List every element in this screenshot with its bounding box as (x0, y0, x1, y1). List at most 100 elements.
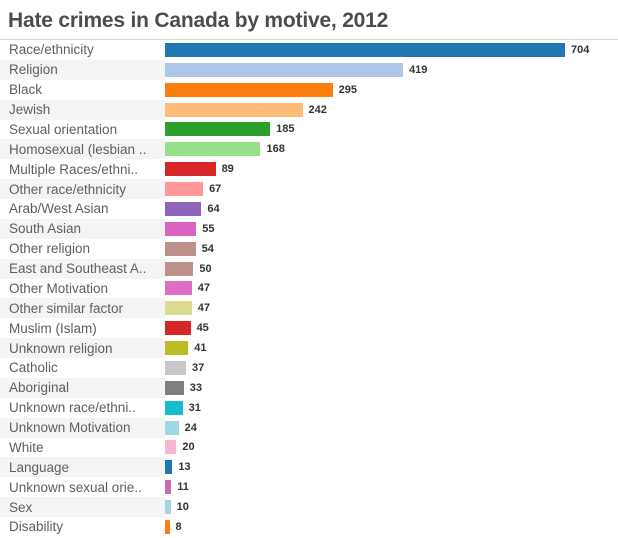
value-label: 704 (571, 43, 590, 56)
chart-rows: Race/ethnicity 704 Religion 419 Black 295 Jewi… (0, 39, 618, 537)
category-label: Other race/ethnicity (0, 179, 165, 199)
value-label: 24 (184, 421, 197, 434)
bar[interactable] (165, 341, 189, 356)
bar[interactable] (165, 42, 565, 57)
bar[interactable] (165, 162, 216, 177)
bar[interactable] (165, 460, 173, 475)
value-label: 8 (175, 520, 182, 533)
value-label: 67 (209, 183, 222, 196)
value-label: 31 (188, 401, 201, 414)
value-label: 64 (207, 202, 220, 215)
chart-row: Multiple Races/ethni.. 89 (0, 159, 618, 179)
chart-row: Other race/ethnicity 67 (0, 179, 618, 199)
chart-row: East and Southeast A.. 50 (0, 258, 618, 279)
bar[interactable] (165, 480, 172, 495)
chart-row: Sex 10 (0, 497, 618, 517)
chart-title: Hate crimes in Canada by motive, 2012 (8, 9, 389, 32)
value-label: 295 (338, 83, 357, 96)
bar[interactable] (165, 261, 194, 276)
bar-area: 55 (165, 219, 618, 239)
category-label: Multiple Races/ethni.. (9, 161, 139, 177)
bar[interactable] (165, 420, 179, 435)
chart-row: Race/ethnicity 704 (0, 40, 618, 60)
bar[interactable] (165, 301, 192, 316)
chart-row: Unknown sexual orie.. 11 (0, 477, 618, 497)
chart-row: Jewish 242 (0, 99, 618, 120)
value-label: 54 (201, 242, 214, 255)
value-label: 419 (409, 63, 428, 76)
bar[interactable] (165, 201, 202, 216)
bar[interactable] (165, 380, 184, 395)
bar[interactable] (165, 519, 170, 534)
category-label: Jewish (0, 99, 165, 120)
category-label: Other similar factor (0, 298, 165, 319)
category-label: Other Motivation (9, 280, 109, 296)
category-label: Unknown race/ethni.. (9, 400, 136, 416)
bar-area: 10 (165, 497, 618, 517)
value-label: 45 (196, 322, 209, 335)
bar[interactable] (165, 182, 204, 197)
bar[interactable] (165, 122, 271, 137)
value-label: 55 (202, 222, 215, 235)
category-label: Sexual orientation (9, 121, 118, 137)
value-label: 13 (178, 461, 191, 474)
category-label: Arab/West Asian (9, 201, 109, 217)
bar[interactable] (165, 400, 183, 415)
category-label: East and Southeast A.. (0, 258, 165, 279)
bar[interactable] (165, 241, 196, 256)
value-label: 89 (221, 163, 234, 176)
bar-area: 419 (165, 60, 618, 80)
bar-area: 37 (165, 358, 618, 378)
bar-area: 704 (165, 40, 618, 60)
value-label: 33 (189, 381, 202, 394)
bar-area: 41 (165, 338, 618, 358)
chart-row: White 20 (0, 438, 618, 458)
category-label: Black (9, 82, 43, 98)
bar[interactable] (165, 321, 191, 336)
chart-row: Other religion 54 (0, 239, 618, 259)
bar[interactable] (165, 221, 197, 236)
value-label: 47 (197, 302, 210, 315)
chart-row: Religion 419 (0, 59, 618, 80)
chart-row: Catholic 37 (0, 358, 618, 378)
value-label: 20 (182, 441, 195, 454)
value-label: 47 (197, 282, 210, 295)
chart-row: Muslim (Islam) 45 (0, 318, 618, 338)
chart-row: Homosexual (lesbian .. 168 (0, 139, 618, 160)
bar[interactable] (165, 360, 187, 375)
category-label: Disability (9, 519, 64, 535)
value-label: 37 (192, 361, 205, 374)
value-label: 168 (266, 143, 285, 156)
bar[interactable] (165, 82, 333, 97)
category-label: Religion (0, 59, 165, 80)
bar-area: 242 (165, 100, 618, 120)
bar[interactable] (165, 440, 177, 455)
bar[interactable] (165, 62, 404, 77)
value-label: 11 (177, 481, 189, 494)
value-label: 50 (199, 262, 212, 275)
value-label: 41 (194, 342, 207, 355)
chart-row: Other similar factor 47 (0, 298, 618, 319)
bar[interactable] (165, 142, 261, 157)
chart-row: Other Motivation 47 (0, 279, 618, 299)
bar-area: 168 (165, 139, 618, 159)
chart-row: Sexual orientation 185 (0, 120, 618, 140)
bar-area: 47 (165, 298, 618, 318)
category-label: Race/ethnicity (9, 42, 94, 58)
bar[interactable] (165, 102, 303, 117)
category-label: Other religion (9, 241, 91, 257)
bar-area: 47 (165, 279, 618, 299)
chart-row: Unknown race/ethni.. 31 (0, 398, 618, 418)
value-label: 185 (276, 123, 295, 136)
bar-area: 89 (165, 159, 618, 179)
bar[interactable] (165, 281, 192, 296)
bar-area: 8 (165, 517, 618, 537)
bar[interactable] (165, 500, 171, 515)
chart-row: Black 295 (0, 80, 618, 100)
bar-area: 11 (165, 477, 618, 497)
value-label: 242 (308, 103, 327, 116)
chart-row: Arab/West Asian 64 (0, 199, 618, 219)
category-label: Unknown Motivation (0, 417, 165, 438)
bar-area: 31 (165, 398, 618, 418)
